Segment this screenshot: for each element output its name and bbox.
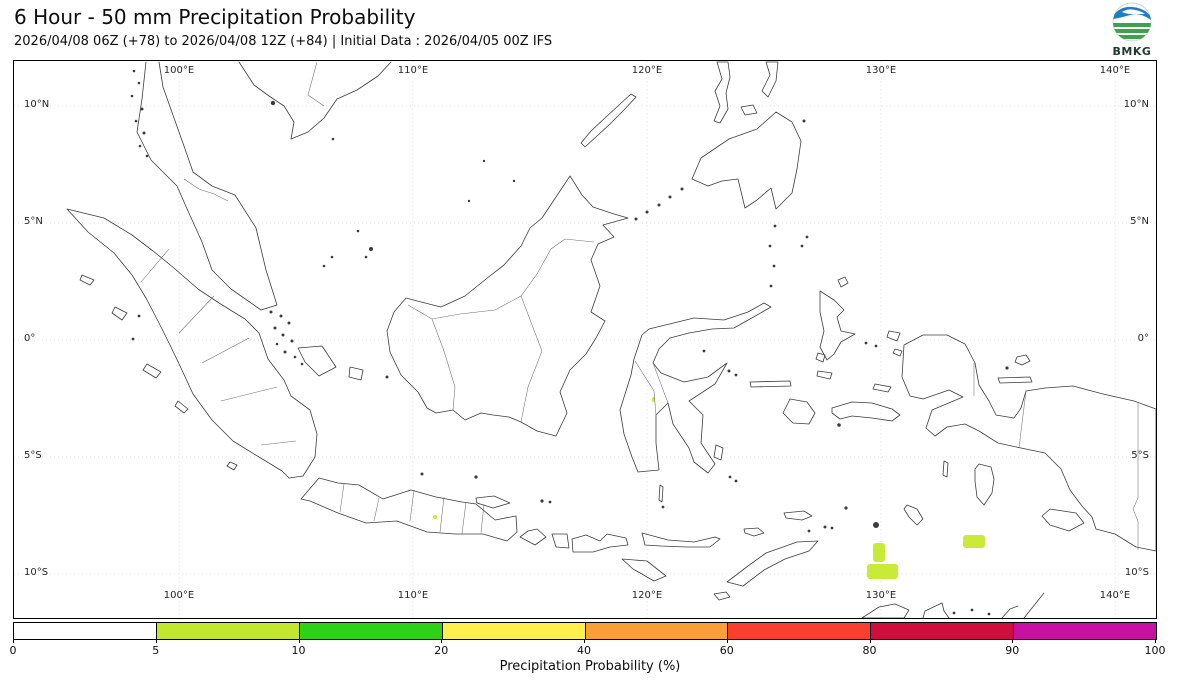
colorbar-segment: [14, 623, 156, 639]
small-islands: [130, 69, 1009, 616]
border-indochina: [307, 61, 325, 107]
bmkg-logo-text: BMKG: [1112, 45, 1152, 58]
coast-maluku-small: [749, 352, 833, 388]
colorbar-segment: [155, 623, 299, 639]
colorbar-tick: [869, 639, 871, 643]
coast-sumba: [621, 558, 667, 582]
coast-dolak: [1041, 508, 1085, 532]
precip-area: [652, 397, 655, 402]
coast-alor-wetar: [743, 510, 813, 537]
coast-sulawesi: [619, 302, 772, 474]
colorbar-segment: [441, 623, 585, 639]
colorbar-tick-label: 20: [434, 644, 449, 657]
precip-area: [867, 564, 898, 579]
colorbar-tick-label: 80: [862, 644, 877, 657]
coast-java: [300, 477, 518, 542]
forecast-period-subtitle: 2026/04/08 06Z (+78) to 2026/04/08 12Z (…: [14, 34, 553, 49]
coast-australia: [861, 592, 1045, 618]
colorbar-tick: [13, 639, 14, 643]
colorbar-tick-label: 5: [152, 644, 160, 657]
coast-bali-lombok: [519, 528, 570, 549]
coast-halmahera: [819, 276, 856, 361]
page-title: 6 Hour - 50 mm Precipitation Probability: [14, 5, 416, 29]
coast-flores: [641, 532, 721, 548]
coast-sumbawa: [571, 533, 629, 553]
coast-borneo: [386, 175, 629, 437]
coast-visayas: [713, 61, 779, 124]
forecast-map: 100°E 100°E 110°E 110°E 120°E 120°E 130°E 130°E…: [13, 60, 1157, 619]
colorbar-tick-label: 100: [1144, 644, 1166, 657]
colorbar-label: Precipitation Probability (%): [499, 659, 681, 674]
coast-raja-ampat: [872, 330, 903, 393]
colorbar-tick: [1155, 639, 1156, 643]
coast-bangka-belitung: [297, 345, 364, 381]
coast-malay-peninsula: [136, 61, 278, 311]
colorbar-tick-label: 60: [719, 644, 734, 657]
borders-papua: [973, 363, 1139, 550]
coast-papua: [901, 334, 1156, 552]
bmkg-logo: BMKG: [1104, 2, 1160, 58]
coastlines: [66, 61, 1156, 618]
borders-borneo: [407, 238, 595, 423]
colorbar-tick-label: 90: [1005, 644, 1020, 657]
coast-indochina: [238, 61, 392, 140]
bmkg-logo-globe: [1112, 2, 1152, 42]
colorbar-tick: [298, 639, 300, 643]
borders-sulawesi: [634, 360, 669, 416]
coast-mentawai-islands: [79, 274, 238, 471]
coast-timor-rote: [713, 540, 819, 601]
colorbar-segment: [298, 623, 442, 639]
precipitation-layer: [433, 397, 985, 579]
coast-mindanao: [691, 111, 802, 210]
admin-borders: [140, 61, 1139, 550]
colorbar-segment: [1013, 623, 1156, 639]
coast-aru-kei-tanimbar: [903, 460, 995, 526]
colorbar-tick: [584, 639, 585, 643]
borders-sumatra-provinces: [140, 248, 297, 446]
precip-area: [873, 543, 885, 562]
colorbar-tick: [726, 639, 728, 643]
coast-madura: [475, 495, 511, 509]
colorbar-segment: [584, 623, 728, 639]
colorbar-tick: [441, 639, 443, 643]
colorbar-tick: [155, 639, 157, 643]
colorbar-segment: [870, 623, 1014, 639]
border-thai-malaysia: [183, 178, 229, 202]
coast-seram: [831, 401, 901, 422]
coast-selayar-buton: [658, 444, 724, 503]
coast-buru: [782, 398, 816, 425]
map-canvas: [14, 61, 1156, 618]
colorbar-tick-label: 40: [577, 644, 591, 657]
coast-yapen-biak: [997, 354, 1033, 384]
precip-area: [963, 535, 985, 548]
colorbar: [13, 622, 1157, 640]
coast-palawan: [580, 93, 637, 148]
borders-java-provinces: [339, 483, 485, 535]
graticule-gridlines: [14, 61, 1156, 618]
colorbar-tick: [1012, 639, 1014, 643]
colorbar-segment: [727, 623, 871, 639]
precip-area: [433, 515, 437, 519]
colorbar-tick-label: 0: [9, 644, 17, 657]
colorbar-tick-label: 10: [291, 644, 306, 657]
coast-sumatra: [66, 208, 318, 479]
